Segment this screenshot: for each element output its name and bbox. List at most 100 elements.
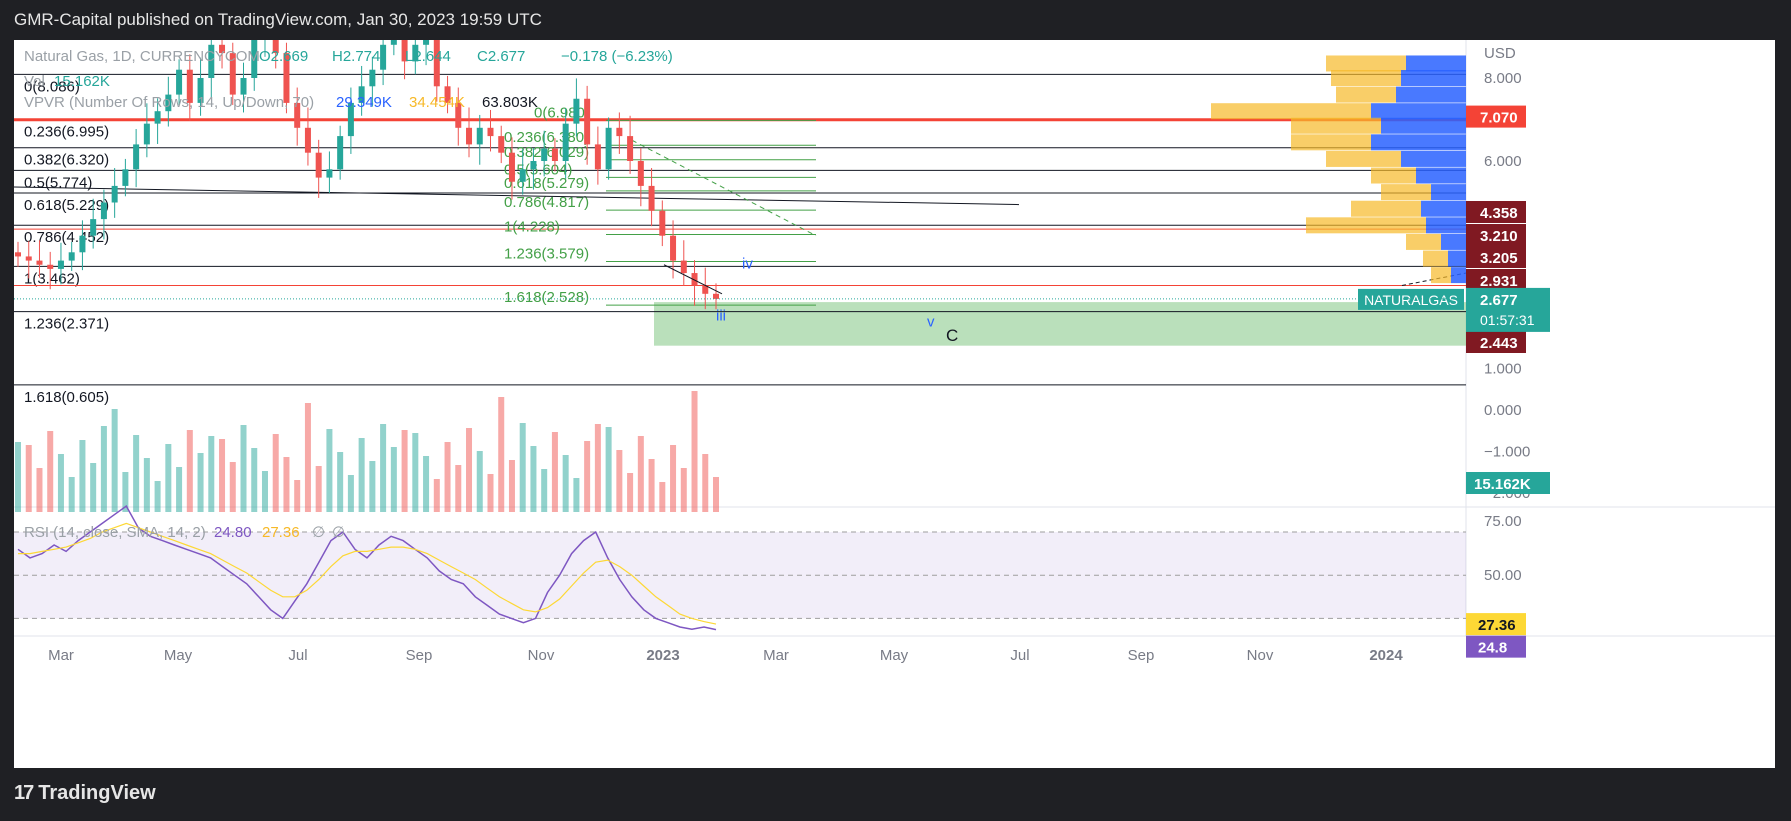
candle-body [680,260,687,274]
candle-body [15,252,21,257]
candle-body [713,293,719,299]
volume-bar [25,445,32,512]
candle-body [390,28,397,45]
legend-vpvr-total: 63.803K [482,94,538,111]
rsi-axis-tick: 75.00 [1484,513,1522,530]
time-axis-tick: Nov [528,647,555,664]
tradingview-logo: 17 TradingView [14,782,156,805]
last-price-box [1466,287,1550,332]
candle-body [691,273,698,286]
volume-bar [659,482,666,512]
candle-body [283,53,290,103]
vpvr-down-bar [1326,55,1406,72]
fib-left-level-label: 1.618(0.605) [24,389,109,406]
legend-vol-value: 15.162K [54,73,110,90]
rsi-ma-value-label: 27.36 [1478,617,1516,634]
price-axis-label: 2.931 [1480,273,1518,290]
price-axis-label: 2.443 [1480,335,1518,352]
volume-bar [433,479,440,512]
candle-body [347,102,354,137]
volume-bar [648,459,655,512]
price-axis-label: 7.070 [1480,110,1518,127]
vpvr-up-bar [1448,250,1466,267]
chart-panel[interactable]: 0(8.086) 0.236(6.995) 0.382(6.320) 0.5(5.77… [13,0,1775,768]
candle-body [412,44,419,62]
candle-body [165,94,172,112]
volume-bar [691,391,698,512]
legend-vpvr-up: 29.349K [336,94,392,111]
vpvr-up-bar [1401,70,1466,86]
volume-bar [508,460,515,512]
candle-body [90,219,97,236]
chart-canvas[interactable]: 0(8.086) 0.236(6.995) 0.382(6.320) 0.5(5.77… [13,0,1775,768]
candle-body [648,185,655,211]
fib-left-level-label: 0(8.086) [24,78,80,95]
vpvr-down-bar [1326,150,1401,167]
candle-body [36,260,43,265]
main-legend: Natural Gas, 1D, CURRENCYCOM O2.669 H2.7… [24,48,673,541]
volume-bar [444,442,451,512]
wave-label-iii: iii [716,307,726,324]
candle-body [47,264,54,269]
fib-right-level-label: 1(4.228) [504,219,560,236]
symbol-tag-box [1358,288,1464,310]
volume-bar [466,428,473,512]
candle-body [154,111,161,124]
candle-body [358,86,365,103]
vpvr-down-bar [1431,267,1451,284]
legend-open: O2.669 [259,48,308,65]
candle-body [304,127,311,153]
volume-bar [294,480,301,512]
rsi-ma-value-box [1466,613,1526,636]
time-axis-tick: Jul [288,647,307,664]
candle-body [186,69,193,103]
price-axis-label: 3.210 [1480,228,1518,245]
candle-body [498,136,505,153]
fib-left-level-label: 0.618(5.229) [24,197,109,214]
rsi-line [17,505,717,631]
volume-bar [154,481,161,512]
price-axis-label-box [1466,246,1526,268]
volume-bar [562,455,569,512]
candle-body [670,235,677,261]
legend-rsi-extra-1: ∅ [312,524,325,541]
fib-left-level-label: 0.382(6.320) [24,152,109,169]
tradingview-logo-icon: 17 [14,782,34,804]
fib-left-level-label: 0.786(4.452) [24,229,109,246]
volume-bar [380,424,387,512]
volume-bar [358,438,365,512]
candle-body [605,127,612,170]
candle-body [476,127,483,145]
fib-right-level-label: 0.618(5.279) [504,175,589,192]
candle-body [659,210,666,236]
candle-body [508,152,515,182]
volume-bar [68,477,75,512]
wave-label-iv: iv [742,255,753,272]
vpvr-up-bar [1421,200,1466,217]
volume-bar [551,432,558,512]
fib-left-level-label: 1.236(2.371) [24,316,109,333]
candle-body [616,127,623,137]
legend-symbol: Natural Gas, 1D, CURRENCYCOM [24,48,260,65]
candle-body [487,127,494,137]
candle-body [584,98,591,145]
volume-bar [326,429,333,512]
long-trendline [13,186,1020,206]
wave-trendline [663,264,723,295]
volume-bar [240,425,247,512]
candle-body [444,86,451,103]
candle-body [423,24,430,45]
candle-body [562,123,569,161]
time-axis-tick: Nov [1247,647,1274,664]
price-axis-label-box [1466,331,1526,353]
candle-body [541,148,548,161]
volume-bar [251,448,258,512]
volume-bar [401,430,408,512]
candle-body [455,102,462,128]
volume-bar [283,457,290,512]
volume-bar [487,474,494,512]
projection-dashed-line [631,139,817,237]
volume-bar [627,473,634,512]
candle-body [143,123,150,145]
candle-body [79,235,86,253]
